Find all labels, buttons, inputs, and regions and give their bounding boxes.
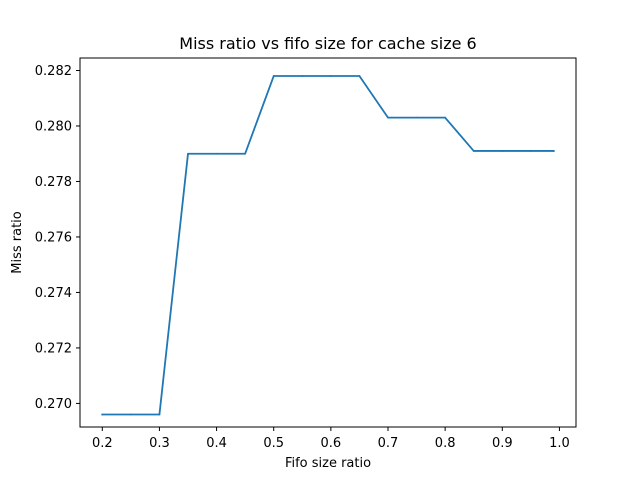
x-tick-label: 0.2 [92,436,113,451]
data-point [552,150,555,152]
data-point [358,75,361,77]
data-point [101,413,104,416]
data-point [472,150,475,152]
y-tick-label: 0.278 [35,175,72,190]
data-point [187,152,189,155]
x-axis-title: Fifo size ratio [285,456,371,471]
x-tick-label: 0.4 [206,436,227,451]
chart-title: Miss ratio vs fifo size for cache size 6 [179,34,476,53]
x-tick-label: 1.0 [549,436,570,451]
y-tick-label: 0.274 [35,286,72,301]
y-axis-ticks: 0.270 0.272 0.274 0.276 0.278 0.280 0.282 [35,64,80,412]
x-tick-label: 0.9 [492,436,513,451]
data-point [529,150,532,152]
series-layer [101,75,555,416]
data-point [301,75,304,77]
y-tick-label: 0.282 [35,64,72,79]
x-tick-label: 0.5 [263,436,284,451]
y-axis-title: Miss ratio [10,211,25,274]
y-tick-label: 0.276 [35,230,72,245]
data-point [158,413,161,416]
x-tick-label: 0.8 [435,436,456,451]
x-tick-label: 0.6 [321,436,342,451]
data-point [415,116,418,119]
data-point [329,75,332,77]
data-point [129,413,132,416]
data-point [444,116,447,119]
x-tick-label: 0.7 [378,436,399,451]
y-tick-label: 0.272 [35,341,72,356]
plot-area-frame [79,57,577,428]
x-axis-ticks: 0.2 0.3 0.4 0.5 0.6 0.7 0.8 0.9 1.0 [92,427,570,451]
data-point [244,152,247,155]
x-tick-label: 0.3 [149,436,170,451]
data-point [501,150,504,152]
data-point [272,75,275,77]
y-tick-label: 0.270 [35,397,72,412]
data-point [387,116,389,119]
data-point [215,152,218,155]
y-tick-label: 0.280 [35,119,72,134]
